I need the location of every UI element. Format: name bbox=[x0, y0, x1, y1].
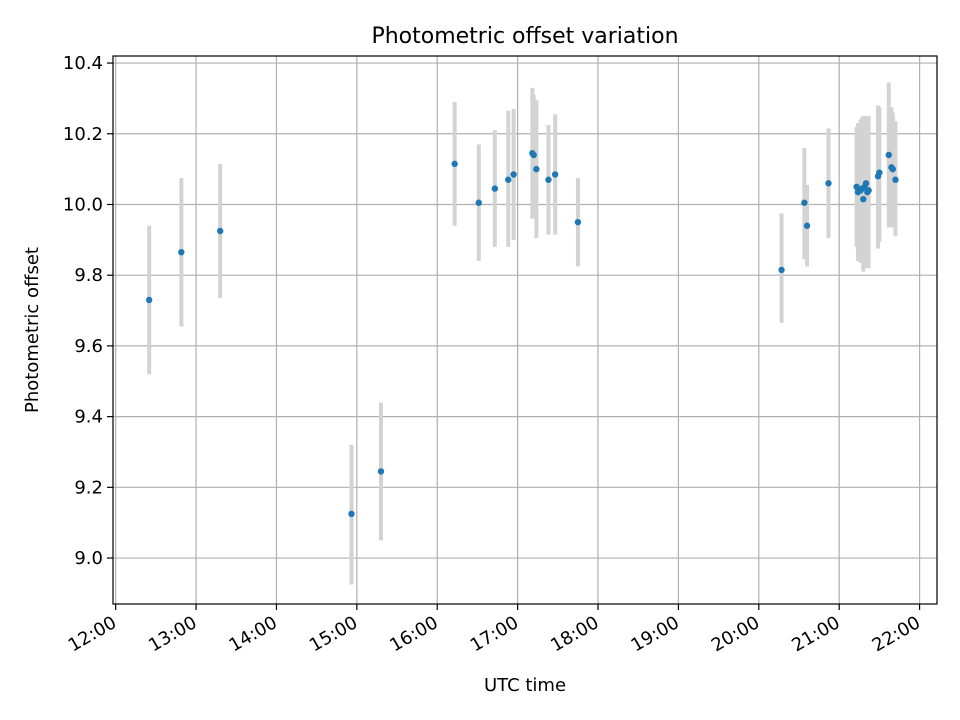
data-point bbox=[178, 249, 185, 256]
x-axis-ticks: 12:00 13:00 14:00 15:00 16:00 17:00 18:00 19:00… bbox=[65, 604, 924, 656]
data-point bbox=[216, 227, 224, 235]
x-tick-label: 17:00 bbox=[467, 612, 522, 656]
data-point bbox=[510, 171, 517, 178]
x-axis-label: UTC time bbox=[484, 675, 566, 696]
data-point bbox=[530, 151, 537, 159]
plot-area-frame bbox=[112, 55, 938, 605]
y-axis-label: Photometric offset bbox=[22, 247, 43, 413]
data-point bbox=[892, 176, 899, 183]
x-tick-label: 20:00 bbox=[708, 612, 763, 656]
data-point bbox=[889, 165, 896, 173]
data-point bbox=[801, 199, 808, 206]
x-tick-label: 16:00 bbox=[386, 612, 441, 656]
data-point bbox=[778, 266, 785, 274]
x-tick-label: 12:00 bbox=[65, 612, 120, 656]
data-point bbox=[505, 176, 512, 183]
x-tick-label: 22:00 bbox=[869, 612, 924, 656]
data-point bbox=[574, 218, 582, 226]
x-tick-label: 19:00 bbox=[627, 612, 682, 656]
y-tick-label: 9.8 bbox=[74, 265, 103, 286]
y-tick-label: 10.0 bbox=[63, 194, 103, 215]
data-point bbox=[876, 169, 883, 176]
x-tick-label: 13:00 bbox=[145, 612, 200, 656]
x-tick-label: 14:00 bbox=[226, 612, 281, 656]
data-point bbox=[348, 510, 355, 518]
y-axis-ticks: 9.0 9.2 9.4 9.6 9.8 10.0 10.2 10.4 bbox=[63, 53, 113, 569]
data-point bbox=[491, 185, 499, 192]
data-point bbox=[475, 199, 482, 206]
y-tick-label: 9.6 bbox=[74, 336, 103, 357]
data-point bbox=[862, 180, 870, 187]
data-point bbox=[545, 176, 552, 183]
data-point bbox=[551, 171, 559, 178]
data-points bbox=[145, 150, 899, 518]
data-point bbox=[377, 468, 385, 475]
data-point bbox=[145, 296, 153, 304]
grid-lines bbox=[113, 56, 937, 604]
data-point bbox=[825, 180, 832, 187]
data-point bbox=[451, 160, 458, 168]
data-point bbox=[885, 151, 892, 159]
x-tick-label: 18:00 bbox=[547, 612, 602, 656]
y-tick-label: 10.2 bbox=[63, 124, 103, 145]
x-tick-label: 21:00 bbox=[788, 612, 843, 656]
data-point bbox=[865, 187, 872, 194]
chart-title: Photometric offset variation bbox=[371, 24, 678, 49]
data-point bbox=[803, 222, 811, 229]
error-bars bbox=[147, 82, 898, 585]
y-tick-label: 9.0 bbox=[74, 548, 103, 569]
y-tick-label: 9.2 bbox=[74, 477, 103, 498]
data-point bbox=[860, 195, 867, 203]
y-tick-label: 9.4 bbox=[74, 407, 103, 428]
data-point bbox=[533, 165, 540, 173]
x-tick-label: 15:00 bbox=[306, 612, 361, 656]
y-tick-label: 10.4 bbox=[63, 53, 103, 74]
